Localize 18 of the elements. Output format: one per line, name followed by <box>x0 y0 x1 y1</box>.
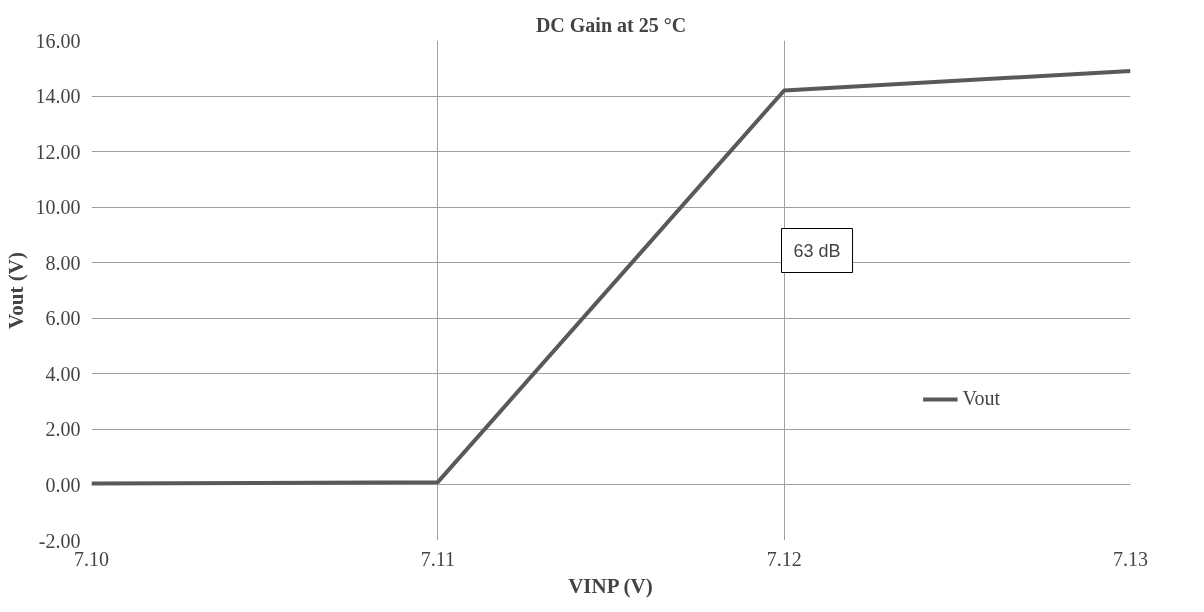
y-tick-label: 4.00 <box>45 362 81 385</box>
legend-label: Vout <box>962 387 1000 410</box>
y-tick-label: 0.00 <box>45 473 81 496</box>
y-tick-label: 12.00 <box>35 140 81 163</box>
y-axis-title: Vout (V) <box>3 252 28 329</box>
x-axis-title: VINP (V) <box>568 573 653 598</box>
x-tick-label: 7.11 <box>420 547 455 570</box>
x-tick-label: 7.12 <box>766 547 802 570</box>
annotation: 63 dB <box>793 240 841 261</box>
y-tick-label: 8.00 <box>45 251 81 274</box>
y-tick-label: 6.00 <box>45 307 81 330</box>
x-tick-label: 7.13 <box>1113 547 1148 570</box>
line-series <box>91 69 1131 486</box>
y-tick-label: 16.00 <box>35 29 81 52</box>
y-tick-label: 2.00 <box>45 418 81 441</box>
y-tick-label: 14.00 <box>35 85 81 108</box>
chart-title: DC Gain at 25 °C <box>535 13 687 36</box>
y-tick-label: 10.00 <box>35 196 81 219</box>
